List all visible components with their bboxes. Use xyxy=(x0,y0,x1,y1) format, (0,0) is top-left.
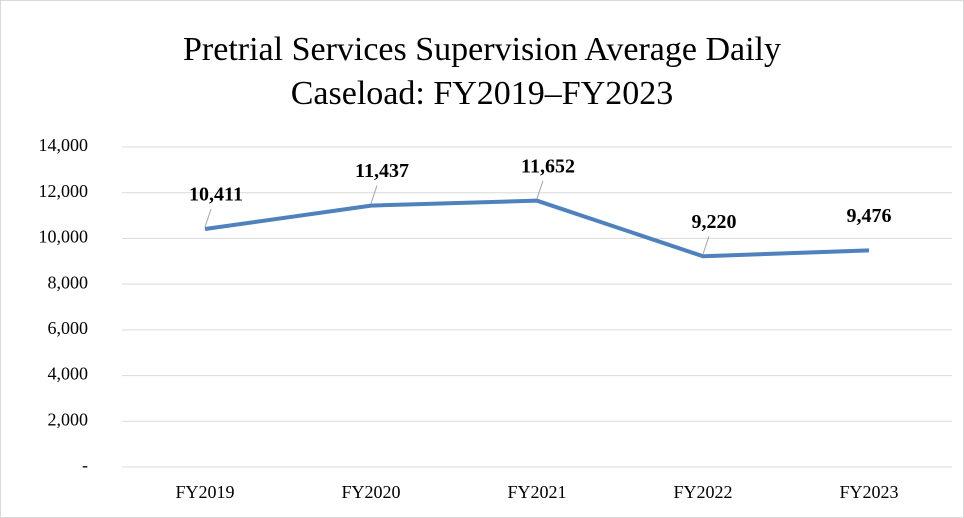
leader-line xyxy=(204,208,212,228)
leader-line xyxy=(370,185,378,204)
y-tick-label: 14,000 xyxy=(39,135,89,155)
y-tick-label: 6,000 xyxy=(48,318,89,338)
data-label: 10,411 xyxy=(189,184,243,206)
x-tick-label: FY2020 xyxy=(341,482,400,502)
x-tick-label: FY2021 xyxy=(507,482,566,502)
y-tick-label: 4,000 xyxy=(48,364,89,384)
y-tick-label: - xyxy=(82,455,88,475)
x-tick-label: FY2023 xyxy=(839,482,898,502)
data-label: 9,220 xyxy=(692,211,737,233)
x-tick-label: FY2019 xyxy=(175,482,234,502)
leader-line xyxy=(536,180,544,199)
x-tick-label: FY2022 xyxy=(673,482,732,502)
y-tick-label: 2,000 xyxy=(48,409,89,429)
y-tick-label: 12,000 xyxy=(39,181,89,201)
series-line xyxy=(204,198,870,259)
chart-title: Pretrial Services Supervision Average Da… xyxy=(183,31,781,112)
leader-line xyxy=(702,236,710,255)
data-label: 11,652 xyxy=(521,155,575,177)
data-label: 11,437 xyxy=(355,160,409,182)
y-tick-label: 8,000 xyxy=(48,272,89,292)
data-label: 9,476 xyxy=(847,205,892,227)
y-tick-label: 10,000 xyxy=(39,227,89,247)
